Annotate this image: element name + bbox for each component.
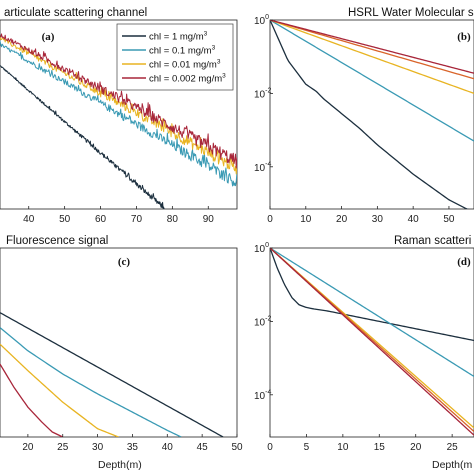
panel-b-xtick-4: 30 xyxy=(372,214,384,225)
panel-a-series-1 xyxy=(0,65,166,209)
svg-text:chl = 0.01 mg/m3: chl = 0.01 mg/m3 xyxy=(149,59,221,71)
panel-c-series-1 xyxy=(0,312,224,437)
panel-b-label: (b) xyxy=(457,31,471,43)
panel-d-xtick-3: 10 xyxy=(337,442,349,453)
panel-c-title: Fluorescence signal xyxy=(6,235,108,247)
legend-sup-4: 3 xyxy=(222,73,226,80)
legend-entry-4: chl = 0.002 mg/m3 xyxy=(122,73,226,85)
panel-a-xtick-4: 70 xyxy=(131,214,143,225)
panel-a-xtick-6: 90 xyxy=(203,214,215,225)
panel-c-xtick-4: 35 xyxy=(127,442,139,453)
panel-d-series-1 xyxy=(270,248,474,342)
panel-b-xtick-3: 20 xyxy=(336,214,348,225)
panel-b-series-4 xyxy=(270,20,474,80)
legend: chl = 1 mg/m3 chl = 0.1 mg/m3 chl = 0.01… xyxy=(116,23,234,91)
legend-sup-1: 3 xyxy=(204,31,208,38)
panel-hsrl-water-molecular: HSRL Water Molecular s (b) 0 10 20 30 40 50 1… xyxy=(254,7,474,225)
panel-b-ytick-3: 10-4 xyxy=(254,161,271,174)
panel-a-xtick-3: 60 xyxy=(95,214,107,225)
panel-c-series-2 xyxy=(0,327,182,437)
panel-b-ytick-2: 10-2 xyxy=(254,87,271,100)
panel-b-frame xyxy=(269,19,474,210)
panel-d-ytick-3: 10-4 xyxy=(254,389,271,402)
legend-entry-3: chl = 0.01 mg/m3 xyxy=(122,59,221,71)
panel-a-series-2 xyxy=(0,40,237,187)
legend-sup-3: 3 xyxy=(217,59,221,66)
panel-d-series-2 xyxy=(270,248,474,378)
panel-c-xtick-2: 25 xyxy=(57,442,69,453)
svg-text:chl = 0.1 mg/m3: chl = 0.1 mg/m3 xyxy=(149,45,216,57)
panel-a-label: (a) xyxy=(42,31,55,43)
panel-raman-scattering: Raman scatteri (d) 0 5 10 15 20 25 100 10-2 10-… xyxy=(254,235,474,471)
panel-d-label: (d) xyxy=(457,256,471,268)
panel-d-series-5 xyxy=(270,248,474,436)
svg-text:chl = 1 mg/m3: chl = 1 mg/m3 xyxy=(149,31,208,43)
panel-b-xtick-6: 50 xyxy=(443,214,455,225)
panel-d-xlabel: Depth(m xyxy=(432,459,473,471)
panel-a-xtick-5: 80 xyxy=(167,214,179,225)
panel-c-xtick-5: 40 xyxy=(162,442,174,453)
svg-text:chl = 0.002 mg/m3: chl = 0.002 mg/m3 xyxy=(149,73,226,85)
panel-b-ytick-1: 100 xyxy=(254,14,269,27)
legend-label-2: chl = 0.1 mg/m xyxy=(149,46,212,57)
legend-box xyxy=(116,23,234,91)
panel-b-xtick-1: 0 xyxy=(267,214,273,225)
panel-c-label: (c) xyxy=(118,256,131,268)
panel-a-series-4 xyxy=(0,33,237,169)
legend-entry-1: chl = 1 mg/m3 xyxy=(122,31,208,43)
legend-label-4: chl = 0.002 mg/m xyxy=(149,74,222,85)
panel-d-title: Raman scatteri xyxy=(394,235,471,247)
panel-c-series-3 xyxy=(0,343,119,437)
panel-d-xtick-2: 5 xyxy=(304,442,310,453)
panel-b-series-1 xyxy=(270,20,470,209)
panel-a-xtick-1: 40 xyxy=(23,214,35,225)
panel-b-series-5 xyxy=(270,20,474,74)
panel-d-xtick-5: 20 xyxy=(410,442,422,453)
panel-c-series-4 xyxy=(0,363,64,437)
panel-d-ytick-2: 10-2 xyxy=(254,315,271,328)
panel-d-ytick-1: 100 xyxy=(254,242,269,255)
legend-entry-2: chl = 0.1 mg/m3 xyxy=(122,45,216,57)
panel-c-frame xyxy=(0,247,238,438)
panel-particulate-scattering: articulate scattering channel (a) 40 50 60… xyxy=(0,7,238,225)
panel-b-xtick-2: 10 xyxy=(300,214,312,225)
panel-b-series-3 xyxy=(270,20,474,95)
panel-a-title: articulate scattering channel xyxy=(4,7,147,19)
panel-c-xtick-6: 45 xyxy=(197,442,209,453)
panel-c-xtick-1: 20 xyxy=(22,442,34,453)
panel-c-xlabel: Depth(m) xyxy=(98,459,142,471)
panel-d-xtick-1: 0 xyxy=(267,442,273,453)
panel-a-xtick-2: 50 xyxy=(59,214,71,225)
panel-b-series-2 xyxy=(270,20,474,142)
panel-c-xtick-7: 50 xyxy=(231,442,243,453)
panel-c-xtick-3: 30 xyxy=(92,442,104,453)
legend-sup-2: 3 xyxy=(212,45,216,52)
panel-fluorescence: Fluorescence signal (c) 20 25 30 35 40 45 50 D… xyxy=(0,235,243,471)
legend-label-1: chl = 1 mg/m xyxy=(149,32,204,43)
panel-d-xtick-6: 25 xyxy=(447,442,459,453)
panel-b-title: HSRL Water Molecular s xyxy=(348,7,474,19)
panel-d-xtick-4: 15 xyxy=(374,442,386,453)
panel-b-xtick-5: 40 xyxy=(408,214,420,225)
legend-label-3: chl = 0.01 mg/m xyxy=(149,60,217,71)
